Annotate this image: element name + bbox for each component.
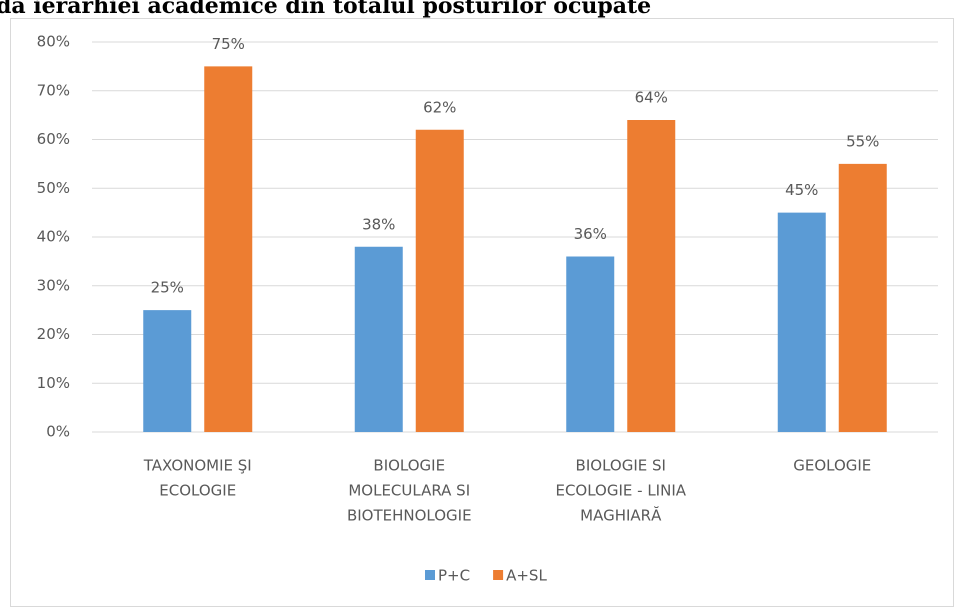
bar: [566, 256, 615, 432]
y-tick-label: 30%: [37, 276, 70, 294]
x-tick-label: BIOLOGIE: [373, 457, 445, 475]
bar: [354, 246, 403, 432]
y-tick-label: 40%: [37, 228, 70, 246]
x-tick-label: ECOLOGIE: [159, 482, 236, 500]
y-tick-label: 50%: [37, 179, 70, 197]
data-label: 55%: [846, 132, 879, 150]
data-label: 36%: [574, 225, 607, 243]
data-label: 62%: [423, 98, 456, 116]
data-label: 75%: [212, 35, 245, 53]
data-label: 25%: [151, 279, 184, 297]
x-tick-label: TAXONOMIE ŞI: [143, 457, 252, 475]
y-tick-label: 60%: [37, 130, 70, 148]
x-tick-label: MAGHIARĂ: [580, 506, 662, 525]
y-tick-label: 20%: [37, 325, 70, 343]
x-tick-label: BIOLOGIE SI: [576, 457, 666, 475]
y-tick-label: 10%: [37, 374, 70, 392]
x-tick-label: ECOLOGIE - LINIA: [555, 482, 686, 500]
bar: [415, 129, 464, 432]
legend-label: A+SL: [506, 567, 547, 585]
y-tick-label: 80%: [37, 33, 70, 51]
bar: [143, 310, 192, 432]
y-tick-label: 0%: [46, 423, 70, 441]
legend-label: P+C: [438, 567, 470, 585]
x-tick-label: GEOLOGIE: [793, 457, 871, 475]
bar: [204, 66, 253, 432]
legend-swatch: [493, 570, 504, 580]
x-tick-label: BIOTEHNOLOGIE: [347, 507, 472, 525]
bar: [838, 163, 887, 432]
data-label: 64%: [635, 89, 668, 107]
data-label: 38%: [362, 215, 395, 233]
data-label: 45%: [785, 181, 818, 199]
legend-swatch: [425, 570, 435, 580]
bar: [777, 212, 826, 432]
bar: [627, 120, 676, 432]
chart-title: da ierarhiei academice din totalul postu…: [0, 0, 651, 19]
x-tick-label: MOLECULARA SI: [348, 482, 470, 500]
y-tick-label: 70%: [37, 81, 70, 99]
